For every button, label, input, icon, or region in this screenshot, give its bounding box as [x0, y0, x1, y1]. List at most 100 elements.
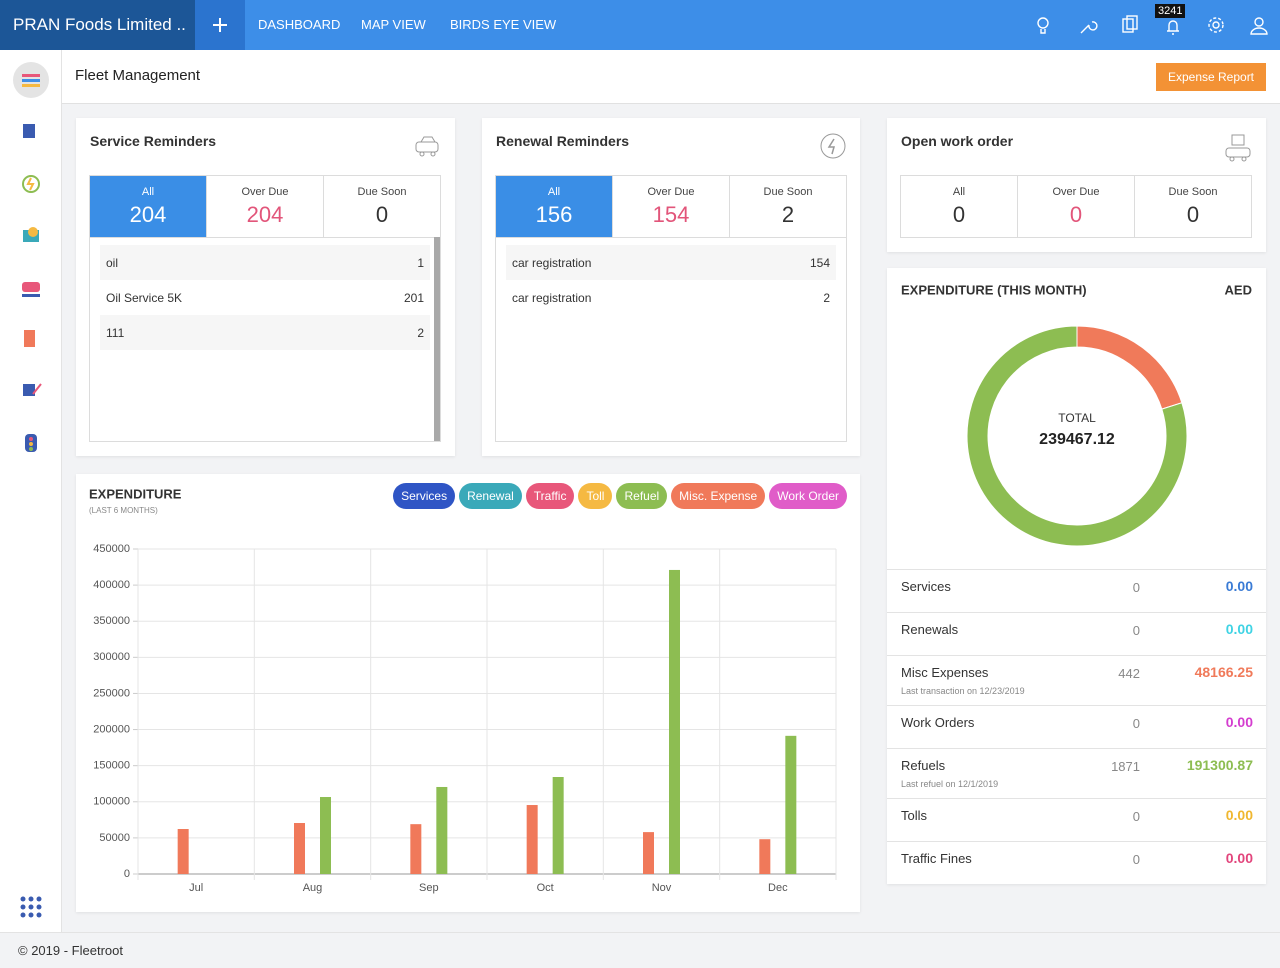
reminder-name: 111: [106, 325, 125, 340]
tab[interactable]: Due Soon 2: [729, 176, 846, 237]
add-button[interactable]: [195, 0, 245, 50]
tabs: All 0 Over Due 0 Due Soon 0: [900, 175, 1252, 238]
tab-label: Due Soon: [763, 186, 813, 198]
breakdown-name: Renewals: [901, 622, 959, 637]
tab[interactable]: Over Due 204: [206, 176, 323, 237]
breakdown-row: Refuels Last refuel on 12/1/2019 1871 19130…: [887, 748, 1266, 798]
reminder-name: Oil Service 5K: [106, 290, 183, 305]
card-icon: [415, 136, 439, 157]
breakdown-name: Tolls: [901, 808, 928, 823]
header-icons[interactable]: [1030, 13, 1275, 39]
y-tick-label: 450000: [93, 543, 130, 555]
center-label: TOTAL: [1058, 411, 1096, 425]
breakdown-row: Tolls 0 0.00: [887, 798, 1266, 841]
breakdown-name-block: Tolls: [901, 808, 1101, 841]
bar: [785, 735, 797, 874]
breakdown-name-block: Misc Expenses Last transaction on 12/23/2…: [901, 665, 1101, 705]
y-tick-label: 100000: [93, 796, 130, 808]
tab[interactable]: Over Due 154: [612, 176, 729, 237]
breakdown-note: Last refuel on 12/1/2019: [901, 779, 999, 789]
reminder-row[interactable]: car registration 154: [506, 245, 836, 280]
y-tick-label: 0: [124, 868, 130, 880]
nav-item[interactable]: DASHBOARD: [258, 17, 341, 32]
reminder-row[interactable]: 111 2: [100, 315, 430, 350]
breakdown-name: Refuels: [901, 758, 946, 773]
donut-chart: EXPENDITURE (THIS MONTH) AED TOTAL 23946…: [901, 282, 1252, 547]
tab[interactable]: Due Soon 0: [323, 176, 440, 237]
breakdown-name-block: Services: [901, 579, 1101, 612]
breakdown-count: 0: [1132, 809, 1140, 824]
bar: [436, 786, 448, 874]
reminder-count: 154: [809, 255, 830, 270]
reminder-row[interactable]: car registration 2: [506, 280, 836, 315]
x-tick-label: Nov: [652, 882, 672, 894]
legend-chip[interactable]: Work Order: [769, 483, 847, 509]
legend-chip[interactable]: Toll: [578, 483, 613, 509]
breakdown-note: Last transaction on 12/23/2019: [901, 686, 1025, 696]
tab-label: All: [547, 186, 561, 198]
bar: [410, 824, 422, 874]
expense-report-button[interactable]: Expense Report: [1156, 63, 1266, 91]
sidebar-icons[interactable]: [0, 50, 62, 932]
breakdown-count: 0: [1132, 580, 1140, 595]
y-tick-label: 300000: [93, 651, 130, 663]
expenditure-chart-card: EXPENDITURE (LAST 6 MONTHS) 0 50000 100000…: [76, 474, 860, 912]
bar: [320, 797, 331, 874]
x-tick-label: Jul: [189, 882, 203, 894]
bar: [294, 823, 305, 874]
tab[interactable]: Over Due 0: [1017, 176, 1134, 237]
y-tick-label: 200000: [93, 723, 130, 735]
footer: © 2019 - Fleetroot: [0, 932, 1280, 967]
notification-count: 3241: [1155, 4, 1186, 18]
chart-subtitle: (LAST 6 MONTHS): [89, 506, 158, 515]
breakdown-row: Renewals 0 0.00: [887, 612, 1266, 655]
card-title: Open work order: [901, 133, 1014, 149]
breakdown-amount: 0.00: [1225, 850, 1253, 866]
breakdown-name: Misc Expenses: [901, 665, 989, 680]
brand[interactable]: PRAN Foods Limited ..: [0, 0, 195, 50]
tab[interactable]: All 156: [496, 176, 612, 237]
breakdown-amount: 0.00: [1225, 621, 1253, 637]
chart-title: EXPENDITURE: [89, 486, 182, 501]
donut-slice: [966, 325, 1188, 547]
donut-slice: [1076, 325, 1183, 410]
breakdown-row: Traffic Fines 0 0.00: [887, 841, 1266, 884]
legend-chip[interactable]: Traffic: [525, 483, 575, 509]
legend-chip[interactable]: Renewal: [459, 483, 522, 509]
x-tick-label: Aug: [303, 882, 323, 894]
reminder-row[interactable]: Oil Service 5K 201: [100, 280, 430, 315]
x-tick-label: Dec: [768, 882, 788, 894]
reminder-row[interactable]: oil 1: [100, 245, 430, 280]
tab[interactable]: All 204: [90, 176, 206, 237]
legend-chip[interactable]: Refuel: [616, 483, 668, 509]
nav-item[interactable]: BIRDS EYE VIEW: [450, 17, 557, 32]
bar-chart: EXPENDITURE (LAST 6 MONTHS) 0 50000 100000…: [89, 486, 837, 894]
breakdown-name-block: Traffic Fines: [901, 851, 1101, 884]
nav-item[interactable]: MAP VIEW: [361, 17, 426, 32]
breakdown-amount: 0.00: [1225, 807, 1253, 823]
tab[interactable]: Due Soon 0: [1134, 176, 1251, 237]
breakdown-count: 0: [1132, 852, 1140, 867]
legend-chip[interactable]: Misc. Expense: [671, 483, 766, 509]
reminder-count: 1: [417, 255, 424, 270]
plus-icon: [213, 18, 227, 32]
tab[interactable]: All 0: [901, 176, 1017, 237]
legend-chip[interactable]: Services: [393, 483, 456, 509]
breakdown-count: 442: [1118, 666, 1140, 681]
reminder-count: 2: [823, 290, 830, 305]
scrollbar: [434, 237, 440, 441]
reminder-count: 2: [417, 325, 424, 340]
bar: [552, 777, 564, 874]
x-tick-label: Oct: [537, 882, 554, 894]
reminder-count: 201: [403, 290, 424, 305]
tabs: All 204 Over Due 204 Due Soon 0: [89, 175, 441, 238]
tab-label: Over Due: [647, 186, 695, 198]
breakdown-amount: 191300.87: [1186, 757, 1253, 773]
breakdown-row: Work Orders 0 0.00: [887, 705, 1266, 748]
chart-title: EXPENDITURE (THIS MONTH): [901, 282, 1087, 297]
currency: AED: [1225, 282, 1252, 297]
y-tick-label: 250000: [93, 687, 130, 699]
breakdown-name-block: Work Orders: [901, 715, 1101, 748]
tab-value: 204: [129, 202, 167, 227]
